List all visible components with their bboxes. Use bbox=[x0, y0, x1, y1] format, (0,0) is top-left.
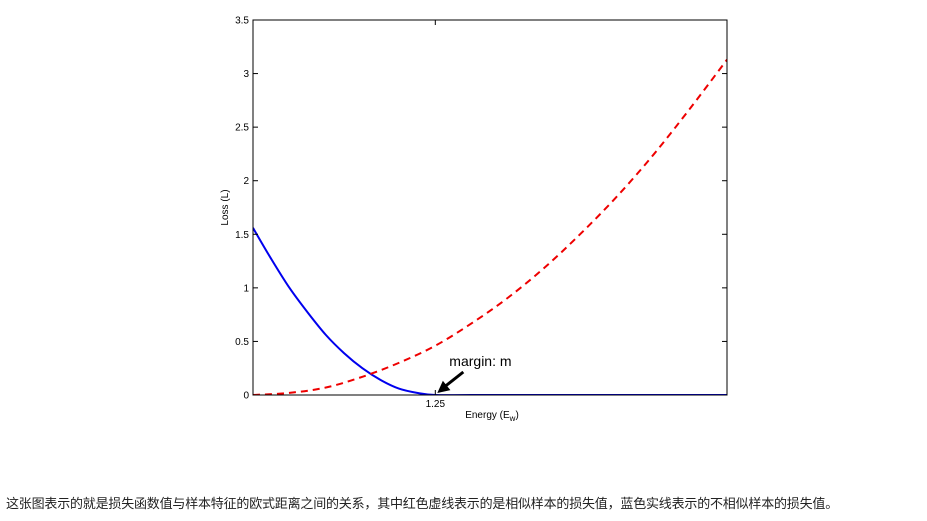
x-tick-label: 1.25 bbox=[426, 399, 446, 410]
x-axis-label-main: Energy (E bbox=[465, 410, 510, 421]
x-axis-label: Energy (Ew) bbox=[465, 410, 519, 423]
y-tick-label: 3.5 bbox=[235, 16, 249, 27]
y-tick-label: 0 bbox=[243, 391, 249, 402]
annotation-arrow-head bbox=[437, 380, 451, 393]
series-line-dashed-red bbox=[253, 59, 727, 395]
y-tick-label: 2.5 bbox=[235, 123, 249, 134]
margin-annotation: margin: m bbox=[437, 353, 512, 393]
y-tick-label: 3 bbox=[243, 69, 249, 80]
y-axis-label: Loss (L) bbox=[220, 189, 231, 225]
x-axis-label-close: ) bbox=[515, 410, 518, 421]
annotation-text: margin: m bbox=[449, 353, 511, 369]
loss-energy-chart: 0 0.5 1 1.5 2 2.5 3 3.5 1.25 Loss (L) Energy (Ew… bbox=[220, 16, 728, 423]
axes-frame bbox=[252, 19, 728, 396]
chart-caption: 这张图表示的就是损失函数值与样本特征的欧式距离之间的关系，其中红色虚线表示的是相… bbox=[6, 497, 839, 512]
series-layer bbox=[253, 59, 727, 395]
y-tick-label: 1 bbox=[243, 283, 249, 294]
y-tick-label: 2 bbox=[243, 176, 249, 187]
annotation-arrow-line bbox=[443, 370, 465, 389]
x-axis-label-subscript: w bbox=[509, 414, 516, 423]
axes-layer bbox=[252, 19, 728, 396]
y-tick-label: 1.5 bbox=[235, 230, 249, 241]
ticks-layer: 0 0.5 1 1.5 2 2.5 3 3.5 1.25 bbox=[235, 16, 727, 410]
series-line-solid-blue bbox=[253, 227, 727, 395]
y-tick-label: 0.5 bbox=[235, 337, 249, 348]
